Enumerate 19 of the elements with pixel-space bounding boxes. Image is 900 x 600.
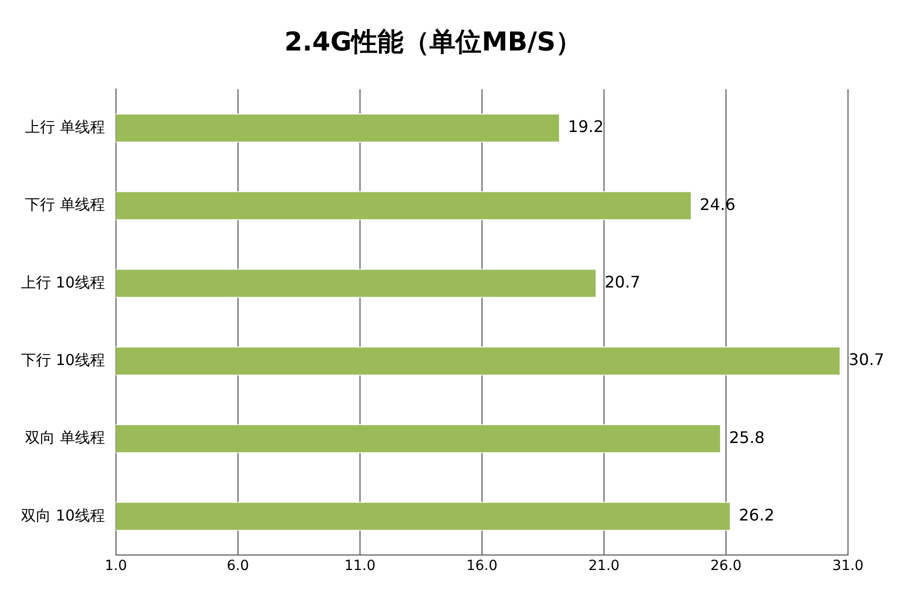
y-tick-label: 双向 单线程 <box>25 428 105 447</box>
y-tick-label: 上行 单线程 <box>25 118 105 136</box>
x-tick-label: 16.0 <box>466 558 498 574</box>
y-tick-label: 下行 单线程 <box>25 196 105 214</box>
data-label: 19.2 <box>568 117 604 136</box>
x-tick-label: 26.0 <box>710 558 742 574</box>
x-tick-label: 11.0 <box>344 558 376 574</box>
data-label: 30.7 <box>848 350 884 370</box>
data-label: 20.7 <box>604 272 640 292</box>
x-tick-label: 21.0 <box>588 558 620 574</box>
chart-title: 2.4G性能（单位MB/S） <box>284 27 582 58</box>
x-tick-label: 6.0 <box>226 558 250 574</box>
y-tick-label: 下行 10线程 <box>20 350 105 369</box>
data-label: 25.8 <box>729 428 765 447</box>
y-tick-label: 上行 10线程 <box>20 273 105 292</box>
y-tick-label: 双向 10线程 <box>20 506 105 524</box>
x-tick-label: 1.0 <box>104 558 127 574</box>
x-tick-label: 31.0 <box>832 558 864 574</box>
data-label: 26.2 <box>738 506 774 525</box>
